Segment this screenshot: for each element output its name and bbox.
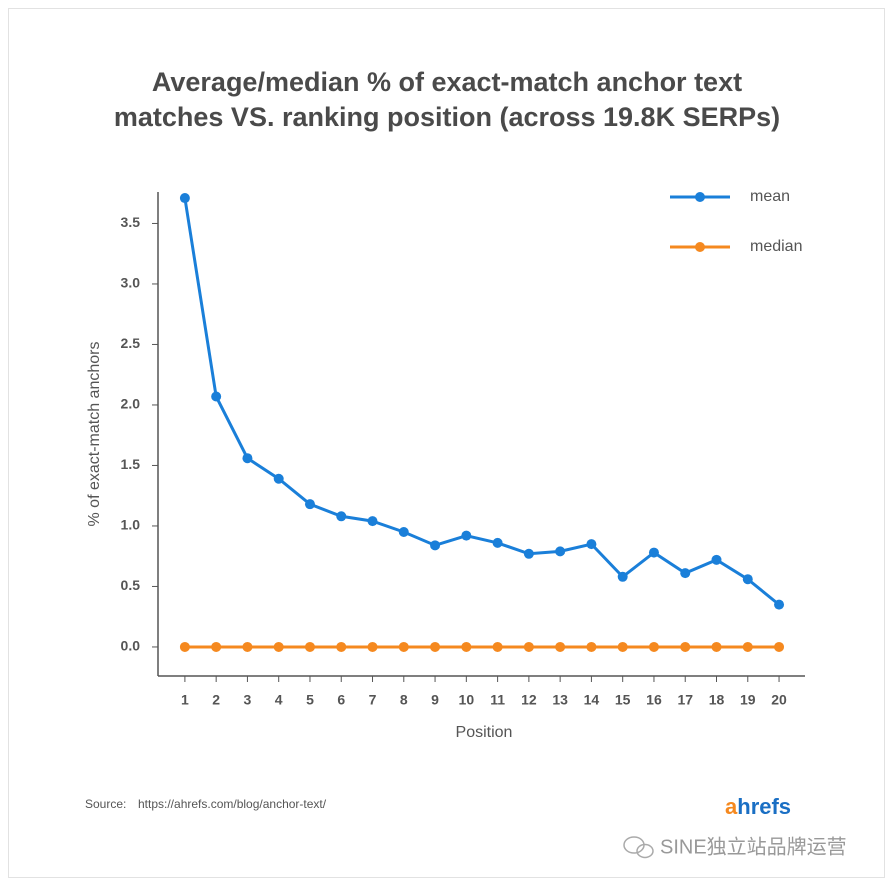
data-point: [430, 540, 441, 551]
legend-marker: [695, 242, 705, 252]
x-tick-label: 12: [521, 692, 537, 708]
data-point: [617, 571, 628, 582]
legend-label: median: [750, 238, 802, 255]
x-tick-label: 17: [677, 692, 693, 708]
data-point: [242, 641, 253, 652]
chart-title: Average/median % of exact-match anchor t…: [152, 67, 742, 97]
data-point: [711, 641, 722, 652]
data-point: [367, 516, 378, 527]
data-point: [742, 641, 753, 652]
data-point: [742, 574, 753, 585]
logo-accent: a: [725, 794, 738, 819]
data-point: [555, 546, 566, 557]
data-point: [523, 641, 534, 652]
data-point: [398, 641, 409, 652]
series-line: [183, 197, 780, 606]
x-tick-label: 13: [552, 692, 568, 708]
x-tick-label: 7: [369, 692, 377, 708]
data-point: [461, 641, 472, 652]
x-tick-label: 19: [740, 692, 756, 708]
x-tick-label: 9: [431, 692, 439, 708]
logo: ahrefs: [725, 794, 791, 819]
y-tick-label: 0.0: [121, 638, 141, 654]
x-tick-label: 11: [490, 692, 505, 708]
data-point: [179, 641, 190, 652]
data-point: [336, 511, 347, 522]
plot: 0.00.51.01.52.02.53.03.51 2 3 4 5 6 7 8 9 10 11 12 1…: [121, 188, 805, 708]
data-point: [211, 391, 222, 402]
data-point: [648, 547, 659, 558]
data-point: [711, 554, 722, 565]
data-point: [336, 641, 347, 652]
data-point: [586, 539, 597, 550]
data-point: [774, 599, 785, 610]
data-point: [492, 641, 503, 652]
data-point: [555, 641, 566, 652]
data-point: [461, 530, 472, 541]
y-axis-title: % of exact-match anchors: [86, 342, 103, 527]
y-tick-label: 1.0: [121, 517, 141, 533]
y-tick-label: 0.5: [121, 577, 141, 593]
data-point: [617, 641, 628, 652]
x-tick-label: 14: [584, 692, 600, 708]
chart-title: matches VS. ranking position (across 19.…: [114, 102, 780, 132]
x-tick-label: 18: [709, 692, 725, 708]
card: [8, 8, 885, 878]
data-point: [680, 568, 691, 579]
data-point: [680, 641, 691, 652]
x-tick-label: 3: [244, 692, 252, 708]
x-tick-label: 20: [771, 692, 787, 708]
x-axis-title: Position: [456, 724, 513, 741]
x-tick-label: 4: [275, 692, 283, 708]
y-tick-label: 3.0: [121, 275, 141, 291]
data-point: [211, 641, 222, 652]
data-point: [492, 537, 503, 548]
y-tick-label: 2.5: [121, 335, 141, 351]
x-tick-label: 10: [459, 692, 475, 708]
data-point: [273, 641, 284, 652]
x-tick-label: 15: [615, 692, 631, 708]
x-tick-label: 6: [337, 692, 345, 708]
x-tick-label: 16: [646, 692, 662, 708]
data-point: [523, 548, 534, 559]
legend-marker: [695, 192, 705, 202]
wechat-icon: [623, 836, 654, 859]
data-point: [304, 641, 315, 652]
legend-label: mean: [750, 188, 790, 205]
x-tick-label: 5: [306, 692, 314, 708]
x-tick-label: 2: [212, 692, 220, 708]
x-tick-label: 1: [181, 692, 189, 708]
data-point: [304, 499, 315, 510]
logo-rest: hrefs: [737, 794, 791, 819]
x-tick-label: 8: [400, 692, 408, 708]
watermark: SINE独立站品牌运营: [660, 835, 847, 858]
data-point: [367, 641, 378, 652]
data-point: [273, 473, 284, 484]
source-url: https://ahrefs.com/blog/anchor-text/: [138, 797, 327, 811]
y-tick-label: 3.5: [121, 214, 141, 230]
y-tick-label: 2.0: [121, 396, 141, 412]
y-tick-label: 1.5: [121, 456, 141, 472]
data-point: [586, 641, 597, 652]
data-point: [242, 453, 253, 464]
data-point: [648, 641, 659, 652]
data-point: [430, 641, 441, 652]
data-point: [774, 641, 785, 652]
data-point: [398, 527, 409, 538]
data-point: [179, 193, 190, 204]
source-label: Source:: [85, 797, 126, 811]
